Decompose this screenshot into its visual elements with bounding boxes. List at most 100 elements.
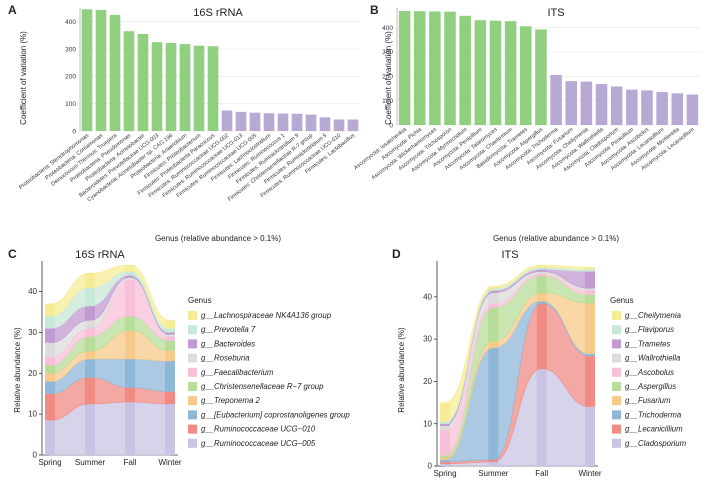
category-label: Ascomycota: Wickerhamomyces	[371, 127, 439, 182]
bar	[291, 113, 303, 131]
bar	[263, 113, 275, 131]
season-bar-segment	[45, 328, 55, 343]
bar	[165, 42, 177, 132]
y-tick-label: 0	[72, 128, 76, 135]
panel-a-bar-chart: A 16S rRNA Genus (relative abundance > 0…	[8, 3, 360, 243]
season-bar-segment	[125, 387, 135, 402]
season-bar-segment	[45, 365, 55, 374]
season-bar-segment	[165, 391, 175, 404]
legend-swatch	[188, 410, 197, 420]
bar	[179, 44, 191, 131]
legend-swatch	[188, 325, 197, 335]
season-bar-segment	[488, 459, 499, 462]
season-bar-segment	[165, 320, 175, 329]
season-bar-segment	[45, 356, 55, 366]
x-tick-label: Spring	[38, 458, 61, 467]
legend-label: g__Ruminococcaceae UCG−010	[201, 425, 316, 434]
bar	[686, 94, 699, 125]
bar	[610, 86, 623, 125]
bar	[221, 110, 233, 131]
legend-swatch	[188, 382, 197, 391]
legend-label: g__Wallrothiella	[625, 354, 681, 363]
x-tick-label: Spring	[433, 469, 456, 478]
y-axis-title: Relative abundance (%)	[13, 327, 22, 413]
season-bar-segment	[488, 290, 499, 293]
y-tick-label: 30	[423, 335, 432, 344]
y-tick-label: 10	[28, 410, 37, 419]
bar	[520, 26, 532, 125]
y-tick-label: 0	[389, 122, 393, 129]
season-bar-segment	[45, 303, 55, 317]
season-bar-segment	[488, 307, 499, 342]
season-bar-segment	[45, 342, 55, 357]
legend-label: g__Aspergillus	[625, 382, 676, 391]
season-bar-segment	[85, 273, 95, 288]
bar	[626, 89, 638, 125]
season-bar-segment	[536, 368, 547, 466]
season-bar-segment	[585, 406, 595, 466]
season-bar-segment	[125, 275, 135, 278]
y-tick-label: 30	[28, 328, 37, 337]
legend-label: g__Lecanicillium	[625, 425, 683, 434]
x-tick-label: Fall	[535, 469, 548, 478]
bar	[459, 15, 471, 125]
legend-label: g__Cheilymenia	[625, 311, 682, 320]
season-bar-segment	[440, 463, 450, 466]
y-axis-title: Coefficient of variation (%)	[384, 31, 393, 125]
y-tick-label: 0	[33, 451, 38, 460]
season-bar-segment	[440, 421, 450, 424]
legend-title: Genus	[188, 296, 212, 305]
season-bar-segment	[536, 303, 547, 369]
season-bar-segment	[125, 279, 135, 317]
bar	[641, 90, 653, 125]
season-bar-segment	[488, 303, 499, 308]
bar	[207, 46, 219, 132]
legend-label: g__Trichoderma	[625, 410, 682, 419]
y-axis-title: Coefficient of variation (%)	[19, 31, 28, 125]
season-bar-segment	[585, 271, 595, 289]
legend-swatch	[612, 396, 621, 406]
legend-swatch	[188, 396, 197, 406]
season-bar-segment	[165, 361, 175, 392]
panel-letter: B	[370, 3, 379, 17]
season-bar-segment	[488, 341, 499, 348]
bar	[277, 113, 289, 131]
bar	[347, 119, 359, 131]
bar	[109, 14, 121, 131]
y-tick-label: 20	[28, 369, 37, 378]
season-bar-segment	[45, 393, 55, 421]
y-tick-label: 400	[382, 25, 393, 32]
season-bar-segment	[125, 359, 135, 388]
panel-letter: D	[392, 247, 401, 261]
season-bar-segment	[85, 287, 95, 306]
bar	[535, 29, 547, 126]
bar	[398, 10, 411, 125]
season-bar-segment	[85, 336, 95, 351]
legend-label: g__Bacteroides	[201, 339, 255, 348]
season-bar-segment	[536, 275, 547, 293]
season-bar-segment	[440, 461, 450, 464]
bar	[151, 42, 163, 131]
season-bar-segment	[488, 286, 499, 289]
season-bar-segment	[585, 294, 595, 304]
season-bar-segment	[440, 457, 450, 460]
legend-swatch	[612, 325, 621, 335]
panel-letter: A	[8, 3, 17, 17]
bar	[137, 33, 149, 131]
bar	[193, 45, 205, 131]
bar	[413, 11, 426, 126]
y-tick-label: 300	[382, 49, 393, 56]
season-bar-segment	[536, 292, 547, 302]
season-bar-segment	[536, 269, 547, 272]
legend-label: g__[Eubacterium] coprostanoligenes group	[201, 410, 350, 419]
panel-letter: C	[8, 247, 17, 261]
legend-label: g__Ascobolus	[625, 368, 674, 377]
season-bar-segment	[585, 303, 595, 354]
season-bar-segment	[440, 425, 450, 431]
season-bar-segment	[585, 353, 595, 357]
season-bar-segment	[536, 267, 547, 270]
y-tick-label: 300	[65, 46, 76, 53]
season-bar-segment	[165, 334, 175, 337]
panel-d-area-chart: D ITS Relative abundance (%) Genus 0 10 20…	[392, 247, 687, 478]
bar	[550, 75, 562, 125]
